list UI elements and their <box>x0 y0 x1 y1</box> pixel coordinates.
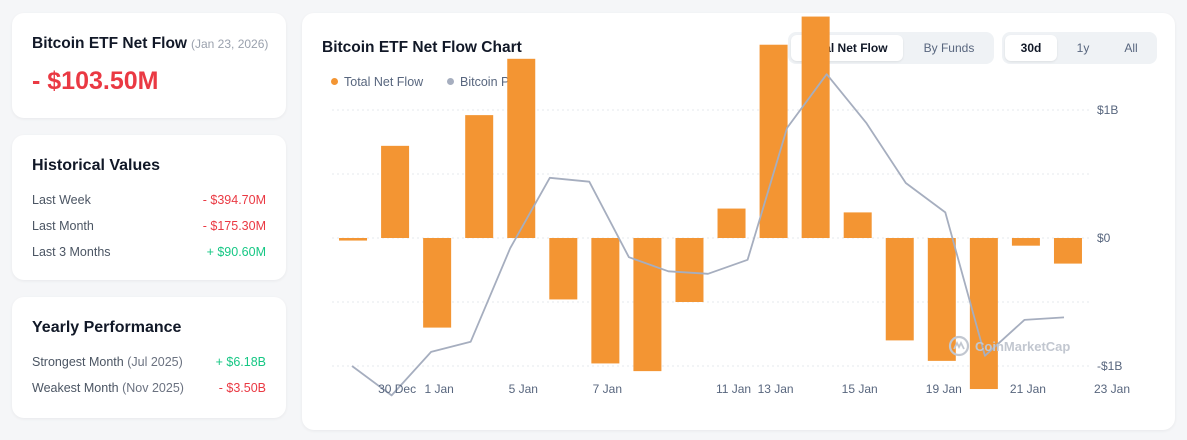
x-tick-label: 23 Jan <box>1094 382 1130 396</box>
net-flow-bar[interactable] <box>969 238 998 390</box>
legend-net-flow-dot-icon <box>331 78 338 85</box>
net-flow-bar[interactable] <box>843 212 872 238</box>
legend-item-net-flow[interactable]: Total Net Flow <box>331 75 423 89</box>
historical-row-value: - $394.70M <box>202 193 266 207</box>
range-toggle: 30d 1y All <box>1002 32 1157 64</box>
net-flow-chart: $1B $0 -$1B 30 Dec 1 Jan 5 Jan 7 Jan 11 Jan 13 … <box>332 16 1130 397</box>
x-tick-label: 30 Dec <box>378 382 416 396</box>
bitcoin-price-line[interactable] <box>351 73 1065 397</box>
legend-bitcoin-price-dot-icon <box>447 78 454 85</box>
range-1y-button[interactable]: 1y <box>1076 41 1090 55</box>
net-flow-bar[interactable] <box>1053 238 1082 264</box>
net-flow-bar[interactable] <box>801 16 830 239</box>
net-flow-title-text: Bitcoin ETF Net Flow <box>32 35 187 52</box>
net-flow-bar[interactable] <box>1011 238 1040 246</box>
yearly-row-label: Strongest Month (Jul 2025) <box>32 355 183 369</box>
historical-row-value: + $90.60M <box>206 245 266 259</box>
watermark-text: CoinMarketCap <box>975 339 1070 354</box>
historical-row: Last Month - $175.30M <box>32 219 266 237</box>
historical-row-label: Last Week <box>32 193 91 207</box>
yearly-row-label-text: Weakest Month <box>32 381 119 395</box>
range-all-button[interactable]: All <box>1124 41 1138 55</box>
net-flow-bar[interactable] <box>339 238 368 241</box>
net-flow-bar[interactable] <box>717 208 746 238</box>
net-flow-title: Bitcoin ETF Net Flow (Jan 23, 2026) <box>32 35 268 53</box>
y-tick-label: -$1B <box>1097 359 1122 373</box>
yearly-performance-title: Yearly Performance <box>32 319 182 336</box>
x-tick-label: 13 Jan <box>758 382 794 396</box>
net-flow-bar[interactable] <box>423 238 452 328</box>
net-flow-card: Bitcoin ETF Net Flow (Jan 23, 2026) - $10… <box>12 13 286 118</box>
chart-title: Bitcoin ETF Net Flow Chart <box>322 39 522 56</box>
y-tick-label: $1B <box>1097 103 1118 117</box>
net-flow-bar[interactable] <box>885 238 914 341</box>
y-tick-label: $0 <box>1097 231 1111 245</box>
coinmarketcap-watermark: CoinMarketCap <box>948 335 1070 357</box>
net-flow-value: - $103.50M <box>32 67 159 95</box>
yearly-row-label-sub: (Jul 2025) <box>127 355 183 369</box>
x-tick-label: 5 Jan <box>509 382 538 396</box>
yearly-performance-card: Yearly Performance Strongest Month (Jul … <box>12 297 286 418</box>
x-tick-label: 19 Jan <box>926 382 962 396</box>
coinmarketcap-logo-icon <box>948 335 970 357</box>
net-flow-bar[interactable] <box>633 238 662 372</box>
x-tick-label: 1 Jan <box>424 382 453 396</box>
yearly-row: Strongest Month (Jul 2025) + $6.18B <box>32 355 266 373</box>
net-flow-bar[interactable] <box>675 238 704 302</box>
net-flow-bar[interactable] <box>591 238 620 364</box>
legend-net-flow-label: Total Net Flow <box>344 75 424 89</box>
historical-row-label: Last 3 Months <box>32 245 111 259</box>
historical-row-label: Last Month <box>32 219 94 233</box>
yearly-row-label-sub: (Nov 2025) <box>122 381 184 395</box>
historical-row-value: - $175.30M <box>202 219 266 233</box>
range-30d-button[interactable]: 30d <box>1005 35 1057 61</box>
historical-row: Last 3 Months + $90.60M <box>32 245 266 263</box>
yearly-row: Weakest Month (Nov 2025) - $3.50B <box>32 381 266 399</box>
net-flow-bar[interactable] <box>465 115 494 238</box>
net-flow-bar[interactable] <box>507 58 536 238</box>
net-flow-bar[interactable] <box>381 145 410 238</box>
x-tick-label: 11 Jan <box>716 382 751 396</box>
historical-values-card: Historical Values Last Week - $394.70M L… <box>12 135 286 280</box>
yearly-row-label: Weakest Month (Nov 2025) <box>32 381 184 395</box>
net-flow-chart-card: Bitcoin ETF Net Flow Chart Total Net Flo… <box>302 13 1175 430</box>
x-tick-label: 21 Jan <box>1010 382 1046 396</box>
net-flow-bar[interactable] <box>549 238 578 300</box>
yearly-row-value: + $6.18B <box>215 355 266 369</box>
coinmarketcap-logo-mark-icon <box>953 340 965 350</box>
net-flow-date: (Jan 23, 2026) <box>191 37 269 51</box>
yearly-row-value: - $3.50B <box>218 381 266 395</box>
historical-row: Last Week - $394.70M <box>32 193 266 211</box>
historical-values-title: Historical Values <box>32 157 161 174</box>
yearly-row-label-text: Strongest Month <box>32 355 124 369</box>
tab-by-funds[interactable]: By Funds <box>923 41 975 55</box>
x-tick-label: 7 Jan <box>593 382 622 396</box>
x-tick-label: 15 Jan <box>842 382 878 396</box>
